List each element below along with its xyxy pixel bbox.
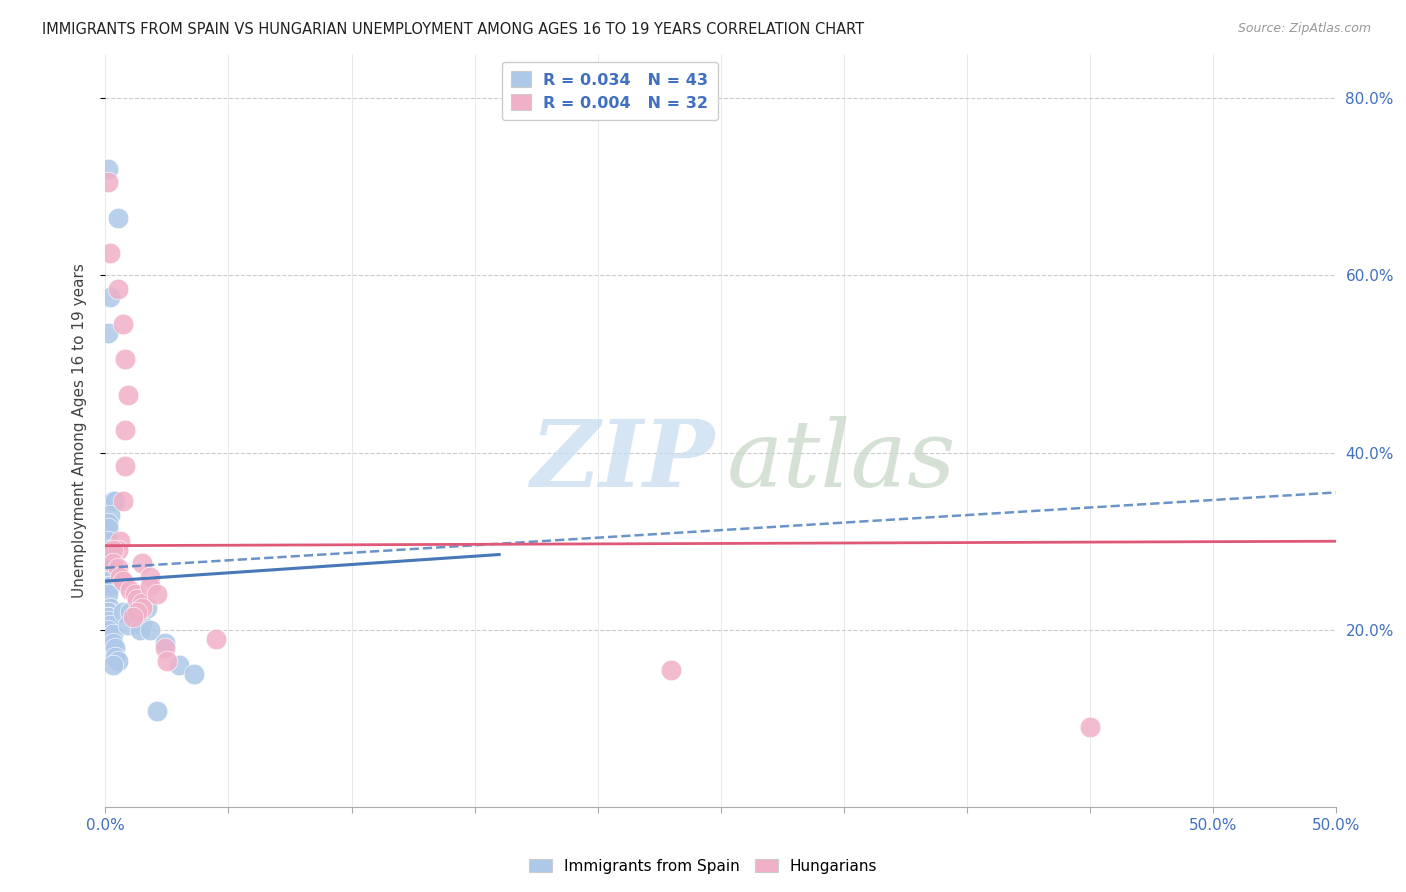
Point [153, 640, 176, 655]
Point [127, 605, 149, 619]
Point [117, 618, 139, 632]
Point [97, 561, 120, 575]
Point [107, 654, 129, 668]
Point [97, 605, 120, 619]
Point [153, 636, 176, 650]
Point [97, 161, 120, 176]
Point [117, 388, 139, 402]
Point [183, 667, 205, 681]
Point [661, 663, 683, 677]
Point [107, 561, 129, 575]
Point [205, 632, 228, 646]
Point [110, 534, 132, 549]
Legend: Immigrants from Spain, Hungarians: Immigrants from Spain, Hungarians [523, 853, 883, 880]
Point [127, 591, 149, 606]
Point [97, 614, 120, 628]
Point [101, 557, 124, 571]
Point [98, 543, 122, 558]
Point [111, 494, 134, 508]
Point [131, 557, 153, 571]
Point [97, 516, 120, 531]
Point [121, 609, 143, 624]
Text: Source: ZipAtlas.com: Source: ZipAtlas.com [1237, 22, 1371, 36]
Point [97, 534, 120, 549]
Point [111, 605, 134, 619]
Point [114, 424, 136, 438]
Point [97, 609, 120, 624]
Point [101, 658, 124, 673]
Point [114, 352, 136, 367]
Point [169, 658, 191, 673]
Point [120, 605, 141, 619]
Point [1078, 721, 1101, 735]
Point [107, 281, 129, 295]
Point [97, 521, 120, 535]
Text: atlas: atlas [727, 416, 956, 506]
Point [138, 578, 162, 592]
Point [97, 623, 120, 637]
Point [156, 654, 179, 668]
Point [107, 211, 129, 225]
Point [138, 570, 162, 584]
Point [131, 618, 153, 632]
Point [136, 600, 159, 615]
Point [114, 458, 136, 473]
Point [146, 705, 169, 719]
Point [104, 494, 127, 508]
Point [97, 605, 120, 619]
Point [129, 623, 152, 637]
Text: IMMIGRANTS FROM SPAIN VS HUNGARIAN UNEMPLOYMENT AMONG AGES 16 TO 19 YEARS CORREL: IMMIGRANTS FROM SPAIN VS HUNGARIAN UNEMP… [42, 22, 865, 37]
Text: ZIP: ZIP [530, 416, 714, 506]
Point [131, 600, 153, 615]
Point [110, 570, 132, 584]
Point [104, 649, 127, 664]
Point [107, 543, 129, 558]
Point [138, 623, 162, 637]
Point [98, 508, 122, 522]
Point [131, 596, 153, 610]
Point [97, 587, 120, 601]
Point [101, 494, 124, 508]
Legend: R = 0.034   N = 43, R = 0.004   N = 32: R = 0.034 N = 43, R = 0.004 N = 32 [502, 62, 718, 120]
Point [97, 561, 120, 575]
Point [111, 574, 134, 589]
Point [97, 175, 120, 189]
Y-axis label: Unemployment Among Ages 16 to 19 years: Unemployment Among Ages 16 to 19 years [72, 263, 87, 598]
Point [124, 587, 146, 601]
Point [97, 574, 120, 589]
Point [104, 640, 127, 655]
Point [98, 290, 122, 304]
Point [97, 609, 120, 624]
Point [98, 618, 122, 632]
Point [97, 326, 120, 340]
Point [98, 600, 122, 615]
Point [98, 246, 122, 260]
Point [101, 543, 124, 558]
Point [146, 587, 169, 601]
Point [101, 636, 124, 650]
Point [101, 627, 124, 641]
Point [111, 317, 134, 331]
Point [120, 582, 141, 597]
Point [98, 578, 122, 592]
Point [97, 548, 120, 562]
Point [97, 578, 120, 592]
